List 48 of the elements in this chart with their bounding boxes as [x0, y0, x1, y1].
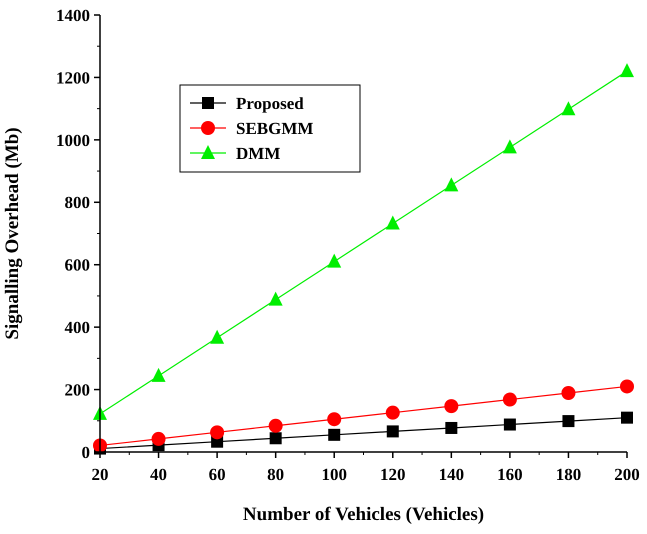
x-tick-label: 180 [556, 465, 582, 484]
point [152, 368, 166, 382]
point [444, 177, 458, 192]
x-tick-label: 120 [380, 465, 406, 484]
y-tick-label: 200 [64, 380, 90, 400]
point [502, 392, 517, 407]
point [504, 418, 516, 431]
x-tick-label: 20 [92, 465, 108, 484]
legend-label: SEBGMM [236, 118, 314, 138]
point [328, 428, 340, 441]
point [270, 432, 282, 444]
point [327, 254, 342, 268]
point [621, 412, 633, 424]
point [268, 418, 283, 433]
y-tick-label: 1200 [56, 68, 90, 88]
y-tick-label: 1000 [56, 130, 90, 150]
point [152, 432, 166, 446]
y-axis-title: Signalling Overhead (Mb) [2, 127, 23, 340]
point [386, 406, 400, 420]
y-tick-label: 400 [64, 318, 90, 338]
y-tick-label: 1400 [56, 6, 90, 25]
point [327, 412, 342, 426]
x-tick-label: 40 [150, 465, 168, 484]
point [445, 422, 458, 434]
point [561, 101, 576, 116]
y-tick-label: 0 [82, 442, 90, 462]
x-tick-label: 160 [497, 465, 523, 484]
legend-label: Proposed [236, 94, 304, 113]
y-tick-label: 800 [64, 193, 90, 212]
point [620, 63, 634, 78]
point [386, 425, 399, 438]
x-tick-label: 100 [321, 465, 347, 484]
x-axis-title: Number of Vehicles (Vehicles) [242, 504, 484, 525]
x-tick-label: 200 [614, 465, 640, 484]
point [268, 292, 283, 306]
point [562, 415, 574, 428]
x-tick-label: 140 [438, 465, 464, 484]
point [210, 330, 224, 344]
point [561, 386, 576, 400]
point [386, 216, 400, 230]
x-tick-label: 60 [208, 465, 226, 484]
x-tick-label: 80 [267, 465, 284, 484]
point [502, 139, 517, 154]
point [620, 379, 634, 394]
y-tick-label: 600 [64, 256, 90, 275]
legend-label: DMM [236, 144, 280, 163]
point [210, 425, 224, 440]
point [444, 399, 458, 414]
